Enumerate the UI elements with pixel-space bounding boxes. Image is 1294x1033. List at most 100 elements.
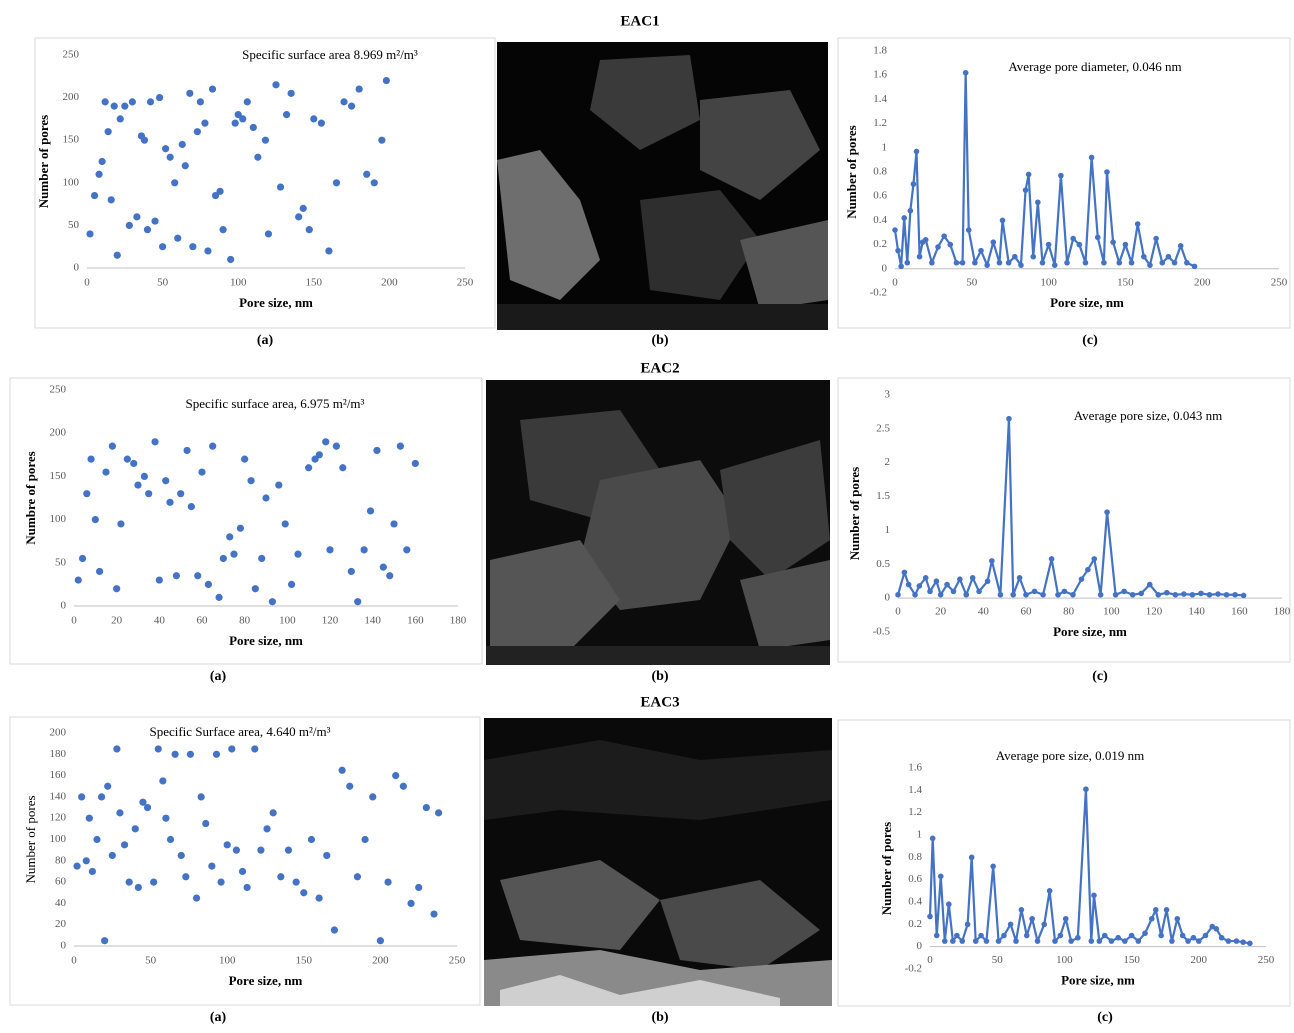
line-marker [1052,938,1058,944]
line-chart: -0.2 0 0.2 0.4 0.6 0.8 1 1.2 1.4 1.6 0 50 100 150 200 2… [837,719,1291,1025]
scatter-point [143,803,152,812]
scatter-point [78,793,86,801]
line-marker [972,938,979,944]
scatter-point [346,782,354,790]
line-marker [964,921,971,928]
image-caption: (b) [651,1010,668,1025]
scatter-point [332,179,341,187]
annotation: Average pore size, 0.043 nm [1074,408,1222,423]
line-marker [1085,566,1091,573]
scatter-point [215,593,223,601]
scatter-point [263,825,271,833]
x-tick-label: 100 [1040,276,1057,288]
line-marker [895,247,901,254]
sem-image [486,380,830,665]
x-axis-label: Pore size, nm [229,633,303,648]
line-marker [1104,509,1110,515]
y-tick-label: 150 [63,134,80,146]
x-tick-label: 140 [1188,606,1205,618]
scatter-point [78,554,87,563]
scatter-point [232,846,240,854]
y-axis-label: Number of pores [23,795,38,883]
scatter-point [230,550,238,558]
sem-image [484,718,832,1006]
scatter-point [186,89,194,97]
scatter-point [162,814,170,822]
panel-caption: (a) [257,333,274,348]
scatter-point [310,115,318,123]
scatter-point [98,157,106,166]
y-tick-label: 1 [882,141,888,153]
scatter-point [219,226,227,234]
scatter-point [193,128,201,136]
line-marker [978,247,984,254]
scatter-point [93,835,101,844]
line-marker [1013,938,1019,944]
line-marker [1101,932,1108,939]
x-tick-label: 200 [381,277,398,289]
line-marker [1023,932,1030,939]
line-marker [901,569,908,576]
scatter-point [95,170,103,178]
scatter-point [101,98,109,106]
panel-caption: (a) [210,669,227,684]
line-marker [898,263,904,270]
line-marker [1134,221,1141,227]
scatter-point [268,598,276,606]
scatter-point [183,446,191,455]
x-tick-label: 150 [1117,276,1134,288]
scatter-point [390,520,398,528]
scatter-point [208,85,217,93]
y-tick-label: 0.6 [908,873,922,885]
y-tick-label: 2.5 [876,422,890,434]
line-marker [957,576,963,582]
scatter-point [247,477,255,485]
scatter-point [239,115,247,123]
scatter-point [338,766,346,774]
line-marker [916,253,923,260]
y-tick-label: 0 [61,940,67,952]
line-marker [901,215,908,221]
scatter-point [121,102,129,110]
y-tick-label: 0.8 [873,166,887,178]
scatter-point [177,490,185,498]
line-marker [1101,259,1107,266]
line-marker [933,578,940,585]
line-marker [969,575,976,581]
scatter-point [134,481,142,489]
x-tick-label: 20 [935,606,947,618]
image-caption: (b) [651,669,668,684]
y-tick-label: 1.4 [873,93,887,105]
scatter-point [284,846,293,854]
line-marker [976,588,982,595]
line-marker [990,239,997,245]
scatter-point [85,814,93,822]
line-marker [1034,938,1041,944]
line-marker [1046,888,1053,894]
x-tick-label: 250 [457,277,474,289]
line-marker [1190,934,1197,941]
line-marker [941,938,948,944]
line-marker [1061,588,1068,595]
line-marker [1051,262,1058,268]
line-marker [1091,556,1098,562]
line-marker [1196,938,1202,944]
y-axis-label: Number of pores [36,115,51,208]
y-tick-label: 160 [50,769,67,781]
line-marker [1045,241,1052,248]
line-chart: -0.2 0 0.2 0.4 0.6 0.8 1 1.2 1.4 1.6 1.8 0 50 100 150 2… [837,37,1291,348]
line-marker [962,69,969,76]
y-tick-label: 80 [55,854,67,866]
y-tick-label: 0.4 [908,896,922,908]
scatter-point [322,438,330,446]
line-marker [1088,938,1095,944]
scatter-point [315,894,323,902]
scatter-point [262,494,270,502]
scatter-point [166,153,174,161]
line-marker [1116,259,1123,266]
scatter-point [101,937,109,945]
line-marker [1016,575,1023,581]
line-marker [984,578,991,585]
line-marker [1096,938,1103,944]
